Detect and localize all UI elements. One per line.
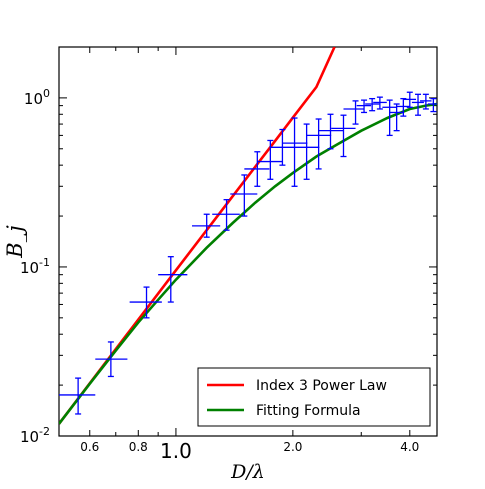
data-point xyxy=(427,97,437,113)
data-point xyxy=(270,128,295,166)
data-point xyxy=(373,96,387,110)
data-point xyxy=(389,103,404,132)
x-tick-label: 1.0 xyxy=(160,439,192,463)
y-tick-exponent: 0 xyxy=(43,87,50,100)
data-point xyxy=(192,213,221,238)
x-axis-label: D/λ xyxy=(230,461,265,483)
y-tick-base: 10 xyxy=(20,428,39,446)
data-point xyxy=(365,97,380,112)
data-point xyxy=(59,377,96,415)
y-axis-label: B_j xyxy=(3,225,27,259)
data-point xyxy=(343,100,365,125)
y-tick-exponent: -2 xyxy=(39,425,50,438)
legend-label: Index 3 Power Law xyxy=(256,378,387,394)
data-point xyxy=(282,117,308,187)
series-line-0 xyxy=(59,47,336,425)
data-point xyxy=(356,99,372,114)
y-tick-label: 100 xyxy=(24,87,50,108)
y-tick-label: 10-1 xyxy=(20,256,50,277)
data-point xyxy=(95,341,128,378)
y-axis-label-group: B_j xyxy=(3,225,27,259)
legend-box xyxy=(197,367,431,427)
legend-label: Fitting Formula xyxy=(256,403,361,419)
data-point xyxy=(244,151,270,187)
data-point xyxy=(420,93,432,110)
series-line-1 xyxy=(59,102,437,425)
y-tick-exponent: -1 xyxy=(39,256,50,269)
data-point xyxy=(396,97,410,117)
data-point xyxy=(411,93,424,116)
plot-frame xyxy=(58,46,438,437)
x-tick-label: 0.6 xyxy=(80,440,99,454)
data-point xyxy=(294,123,320,180)
x-tick-label: 0.8 xyxy=(129,440,148,454)
x-tick-label: 4.0 xyxy=(400,440,419,454)
data-point xyxy=(306,118,332,170)
x-tick-label: 2.0 xyxy=(283,440,302,454)
data-point xyxy=(331,114,356,158)
y-tick-base: 10 xyxy=(24,90,43,108)
data-point xyxy=(212,199,240,231)
y-tick-label: 10-2 xyxy=(20,425,50,446)
data-point xyxy=(318,113,344,150)
data-point xyxy=(403,91,417,108)
data-point xyxy=(158,256,188,303)
data-point xyxy=(382,99,397,137)
data-point xyxy=(129,286,162,319)
data-point xyxy=(230,174,258,217)
y-tick-base: 10 xyxy=(20,259,39,277)
